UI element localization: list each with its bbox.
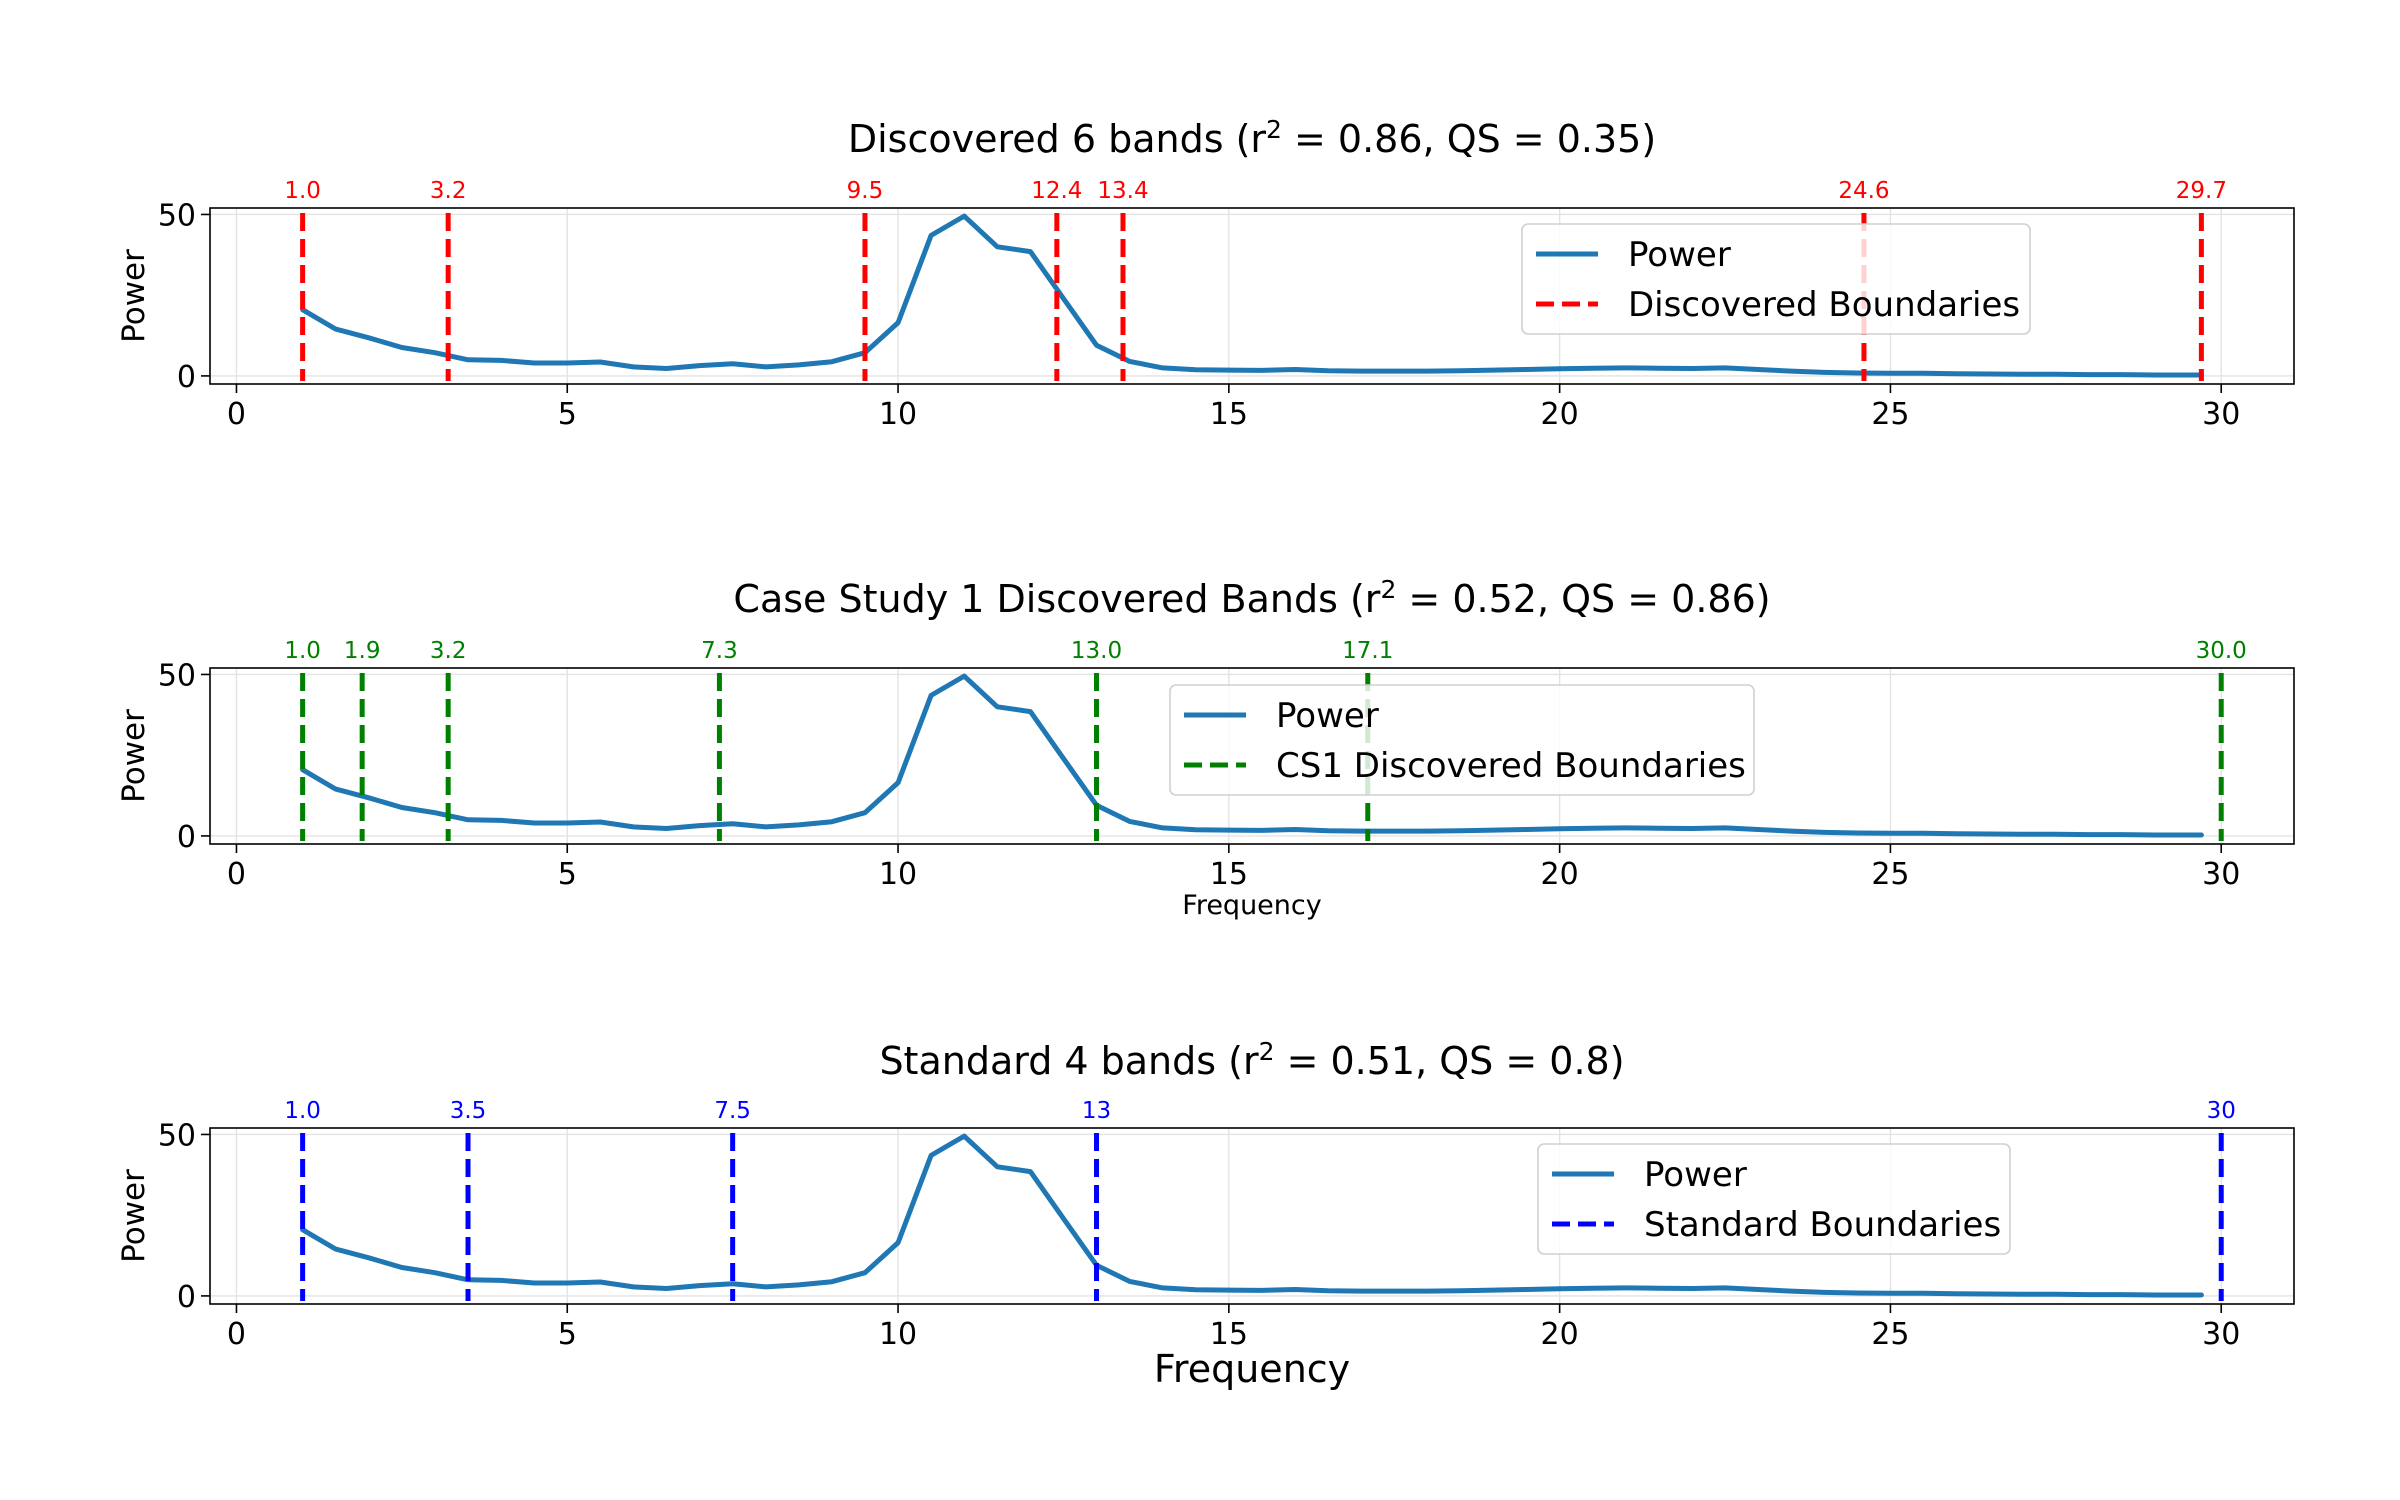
boundary-label: 1.0 [284, 638, 321, 664]
x-tick-label: 10 [879, 397, 917, 432]
y-axis-label: Power [116, 249, 152, 343]
boundary-label: 30.0 [2196, 638, 2247, 664]
x-tick-label: 15 [1210, 397, 1248, 432]
chart-panel-2: Case Study 1 Discovered Bands (r2 = 0.52… [116, 575, 2295, 921]
x-tick-label: 25 [1871, 857, 1909, 892]
plot-frame [209, 207, 2295, 385]
chart-panel-1: Discovered 6 bands (r2 = 0.86, QS = 0.35… [116, 115, 2295, 432]
chart-title: Discovered 6 bands (r2 = 0.86, QS = 0.35… [848, 115, 1656, 161]
x-tick-label: 0 [227, 857, 246, 892]
boundary-label: 29.7 [2176, 178, 2227, 204]
x-tick-label: 15 [1210, 1317, 1248, 1352]
x-tick-label: 25 [1871, 1317, 1909, 1352]
boundary-label: 1.0 [284, 178, 321, 204]
legend-boundary-label: Discovered Boundaries [1628, 285, 2020, 325]
chart-title: Case Study 1 Discovered Bands (r2 = 0.52… [733, 575, 1770, 621]
y-tick-label: 50 [158, 198, 196, 233]
x-tick-label: 5 [558, 1317, 577, 1352]
boundary-label: 9.5 [847, 178, 884, 204]
power-line [300, 1133, 2204, 1298]
y-tick-label: 50 [158, 1118, 196, 1153]
boundary-label: 17.1 [1342, 638, 1393, 664]
legend-power-label: Power [1276, 696, 1379, 736]
legend-box [1169, 684, 1755, 796]
legend-boundary-label: Standard Boundaries [1644, 1205, 2001, 1245]
x-tick-label: 20 [1541, 397, 1579, 432]
boundary-label: 12.4 [1031, 178, 1082, 204]
x-tick-label: 20 [1541, 1317, 1579, 1352]
y-axis-label: Power [116, 709, 152, 803]
x-tick-label: 15 [1210, 857, 1248, 892]
boundary-label: 3.5 [450, 1098, 487, 1124]
y-axis-label: Power [116, 1169, 152, 1263]
boundary-label: 7.3 [701, 638, 738, 664]
x-tick-label: 30 [2202, 397, 2240, 432]
x-axis-label: Frequency [1182, 890, 1322, 921]
boundary-label: 13.4 [1097, 178, 1148, 204]
chart-title: Standard 4 bands (r2 = 0.51, QS = 0.8) [879, 1037, 1624, 1083]
legend-box [1537, 1143, 2011, 1255]
plot-frame [209, 1127, 2295, 1305]
x-tick-label: 5 [558, 397, 577, 432]
chart-panel-3: Standard 4 bands (r2 = 0.51, QS = 0.8) 1.… [116, 1037, 2295, 1391]
boundary-label: 13 [1082, 1098, 1111, 1124]
legend: Power CS1 Discovered Boundaries [1169, 684, 1755, 796]
boundary-label: 1.9 [344, 638, 381, 664]
boundary-label: 3.2 [430, 178, 467, 204]
x-tick-label: 5 [558, 857, 577, 892]
power-line [300, 213, 2204, 378]
x-tick-label: 10 [879, 1317, 917, 1352]
legend-power-label: Power [1644, 1155, 1747, 1195]
x-tick-label: 30 [2202, 857, 2240, 892]
x-axis-label: Frequency [1154, 1347, 1350, 1391]
legend-box [1521, 223, 2031, 335]
y-tick-label: 0 [177, 820, 196, 855]
legend-power-label: Power [1628, 235, 1731, 275]
x-tick-label: 25 [1871, 397, 1909, 432]
power-line [300, 673, 2204, 838]
legend-boundary-label: CS1 Discovered Boundaries [1276, 746, 1746, 786]
boundary-label: 13.0 [1071, 638, 1122, 664]
legend: Power Discovered Boundaries [1521, 223, 2031, 335]
y-tick-label: 50 [158, 658, 196, 693]
legend: Power Standard Boundaries [1537, 1143, 2011, 1255]
boundary-label: 1.0 [284, 1098, 321, 1124]
y-tick-label: 0 [177, 1280, 196, 1315]
x-tick-label: 0 [227, 397, 246, 432]
boundary-label: 3.2 [430, 638, 467, 664]
boundary-label: 30 [2207, 1098, 2236, 1124]
x-tick-label: 0 [227, 1317, 246, 1352]
boundary-label: 7.5 [714, 1098, 751, 1124]
x-tick-label: 20 [1541, 857, 1579, 892]
x-tick-label: 10 [879, 857, 917, 892]
x-tick-label: 30 [2202, 1317, 2240, 1352]
y-tick-label: 0 [177, 360, 196, 395]
plot-frame [209, 667, 2295, 845]
boundary-label: 24.6 [1838, 178, 1889, 204]
